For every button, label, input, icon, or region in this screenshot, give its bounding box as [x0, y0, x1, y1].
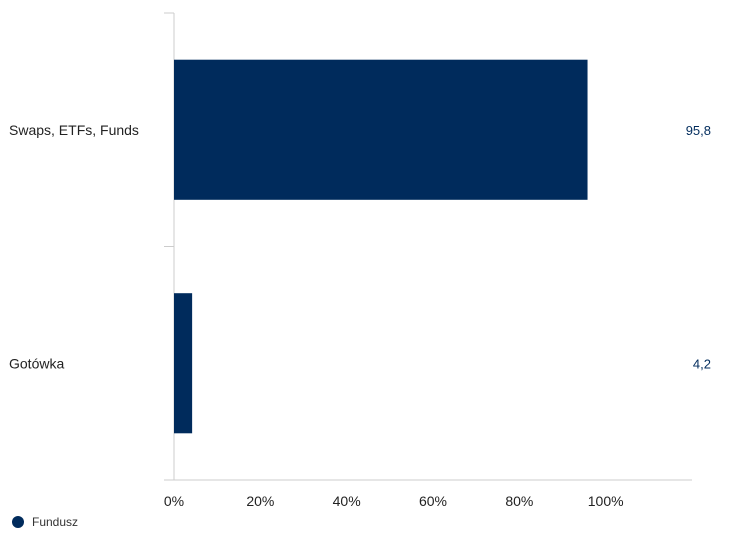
x-tick-label: 100%	[588, 493, 624, 509]
category-label: Gotówka	[9, 355, 64, 371]
x-tick-label: 80%	[505, 493, 533, 509]
bar[interactable]	[174, 59, 588, 200]
x-tick-label: 40%	[333, 493, 361, 509]
bar[interactable]	[174, 293, 193, 434]
category-labels: Swaps, ETFs, Funds Gotówka	[9, 122, 139, 372]
legend-label: Fundusz	[32, 515, 79, 529]
x-tick-label: 20%	[246, 493, 274, 509]
value-label: 95,8	[686, 123, 711, 138]
x-tick-label: 60%	[419, 493, 447, 509]
value-labels: 95,8 4,2	[686, 123, 711, 372]
legend-marker	[12, 516, 24, 528]
value-label: 4,2	[693, 356, 711, 371]
x-tick-label: 0%	[164, 493, 184, 509]
chart-bars	[174, 59, 588, 434]
x-tick-labels: 0% 20% 40% 60% 80% 100%	[164, 493, 624, 509]
category-label: Swaps, ETFs, Funds	[9, 122, 139, 138]
legend[interactable]: Fundusz	[12, 514, 78, 530]
